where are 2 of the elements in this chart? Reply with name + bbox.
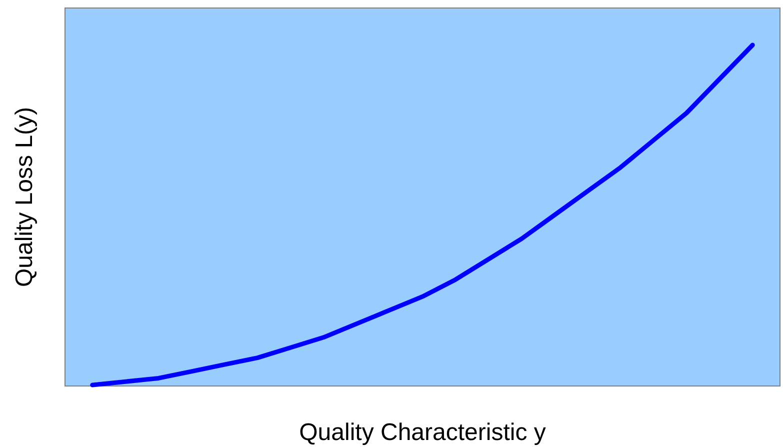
- y-axis-title: Quality Loss L(y): [11, 106, 38, 288]
- x-axis-title: Quality Characteristic y: [299, 419, 546, 446]
